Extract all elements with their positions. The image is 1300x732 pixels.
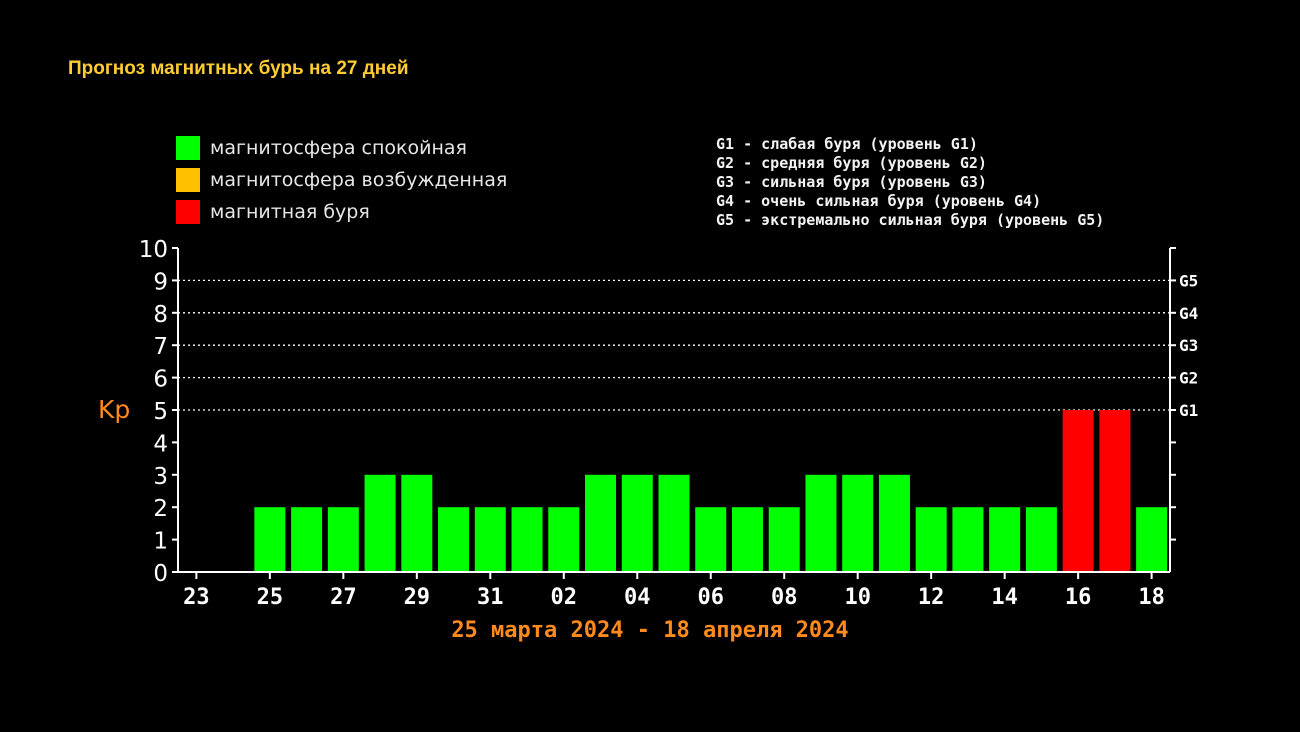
- legend-swatch-storm: [176, 200, 200, 224]
- x-tick-label: 02: [551, 585, 578, 610]
- storm-level-g2: G2 - средняя буря (уровень G2): [716, 154, 987, 172]
- legend-item-storm: магнитная буря: [176, 196, 507, 228]
- bar-14-apr: [989, 507, 1021, 572]
- bar-11-apr: [878, 474, 910, 572]
- bar-17-apr: [1099, 410, 1131, 572]
- bar-29-mar: [401, 474, 433, 572]
- y-tick-label: 1: [153, 529, 168, 555]
- legend-label-excited: магнитосфера возбужденная: [210, 169, 508, 191]
- x-tick-label: 25: [257, 585, 284, 610]
- bar-13-apr: [952, 507, 984, 572]
- bar-18-apr: [1136, 507, 1168, 572]
- bar-15-apr: [1025, 507, 1057, 572]
- y-tick-label: 8: [153, 302, 168, 328]
- bar-25-mar: [254, 507, 286, 572]
- right-axis-label-g3: G3: [1179, 336, 1198, 355]
- y-axis-title: Kp: [98, 395, 130, 424]
- bar-08-apr: [768, 507, 800, 572]
- right-axis-label-g5: G5: [1179, 271, 1198, 290]
- x-tick-label: 08: [771, 585, 798, 610]
- right-axis-label-g1: G1: [1179, 401, 1198, 420]
- bar-02-apr: [548, 507, 580, 572]
- x-tick-label: 18: [1138, 585, 1165, 610]
- bar-16-apr: [1062, 410, 1094, 572]
- bar-01-apr: [511, 507, 543, 572]
- x-tick-label: 06: [697, 585, 724, 610]
- y-tick-label: 6: [153, 367, 168, 393]
- page-title: Прогноз магнитных бурь на 27 дней: [68, 58, 409, 79]
- right-axis-label-g4: G4: [1179, 304, 1198, 323]
- legend-swatch-excited: [176, 168, 200, 192]
- bar-10-apr: [842, 474, 874, 572]
- bar-31-mar: [474, 507, 506, 572]
- right-axis-label-g2: G2: [1179, 369, 1198, 388]
- storm-level-legend: G1 - слабая буря (уровень G1) G2 - средн…: [716, 135, 1104, 230]
- bar-05-apr: [658, 474, 690, 572]
- legend-item-calm: магнитосфера спокойная: [176, 132, 507, 164]
- legend-label-storm: магнитная буря: [210, 201, 370, 223]
- storm-level-g5: G5 - экстремально сильная буря (уровень …: [716, 211, 1105, 229]
- bar-09-apr: [805, 474, 837, 572]
- y-tick-label: 7: [153, 334, 168, 360]
- legend-swatch-calm: [176, 136, 200, 160]
- x-tick-label: 16: [1065, 585, 1092, 610]
- x-tick-label: 23: [183, 585, 210, 610]
- legend-item-excited: магнитосфера возбужденная: [176, 164, 507, 196]
- x-tick-label: 31: [477, 585, 504, 610]
- x-tick-label: 27: [330, 585, 357, 610]
- y-tick-label: 9: [153, 269, 168, 295]
- bar-03-apr: [585, 474, 617, 572]
- date-range: 25 марта 2024 - 18 апреля 2024: [451, 618, 849, 643]
- y-tick-label: 10: [139, 237, 168, 263]
- bar-04-apr: [621, 474, 653, 572]
- y-tick-label: 3: [153, 464, 168, 490]
- x-tick-label: 12: [918, 585, 945, 610]
- x-tick-label: 04: [624, 585, 651, 610]
- bar-26-mar: [291, 507, 323, 572]
- x-tick-label: 29: [404, 585, 431, 610]
- storm-level-g1: G1 - слабая буря (уровень G1): [716, 135, 978, 153]
- bar-07-apr: [731, 507, 763, 572]
- y-tick-label: 2: [153, 496, 168, 522]
- storm-level-g4: G4 - очень сильная буря (уровень G4): [716, 192, 1042, 210]
- bar-28-mar: [364, 474, 396, 572]
- x-tick-label: 14: [991, 585, 1018, 610]
- bar-12-apr: [915, 507, 947, 572]
- color-legend: магнитосфера спокойная магнитосфера возб…: [176, 132, 507, 228]
- legend-label-calm: магнитосфера спокойная: [210, 137, 467, 159]
- y-tick-label: 5: [153, 399, 168, 425]
- x-tick-label: 10: [844, 585, 871, 610]
- y-tick-label: 4: [153, 431, 168, 457]
- y-tick-label: 0: [153, 561, 168, 587]
- storm-level-g3: G3 - сильная буря (уровень G3): [716, 173, 987, 191]
- bar-30-mar: [438, 507, 470, 572]
- bar-06-apr: [695, 507, 727, 572]
- bar-27-mar: [327, 507, 359, 572]
